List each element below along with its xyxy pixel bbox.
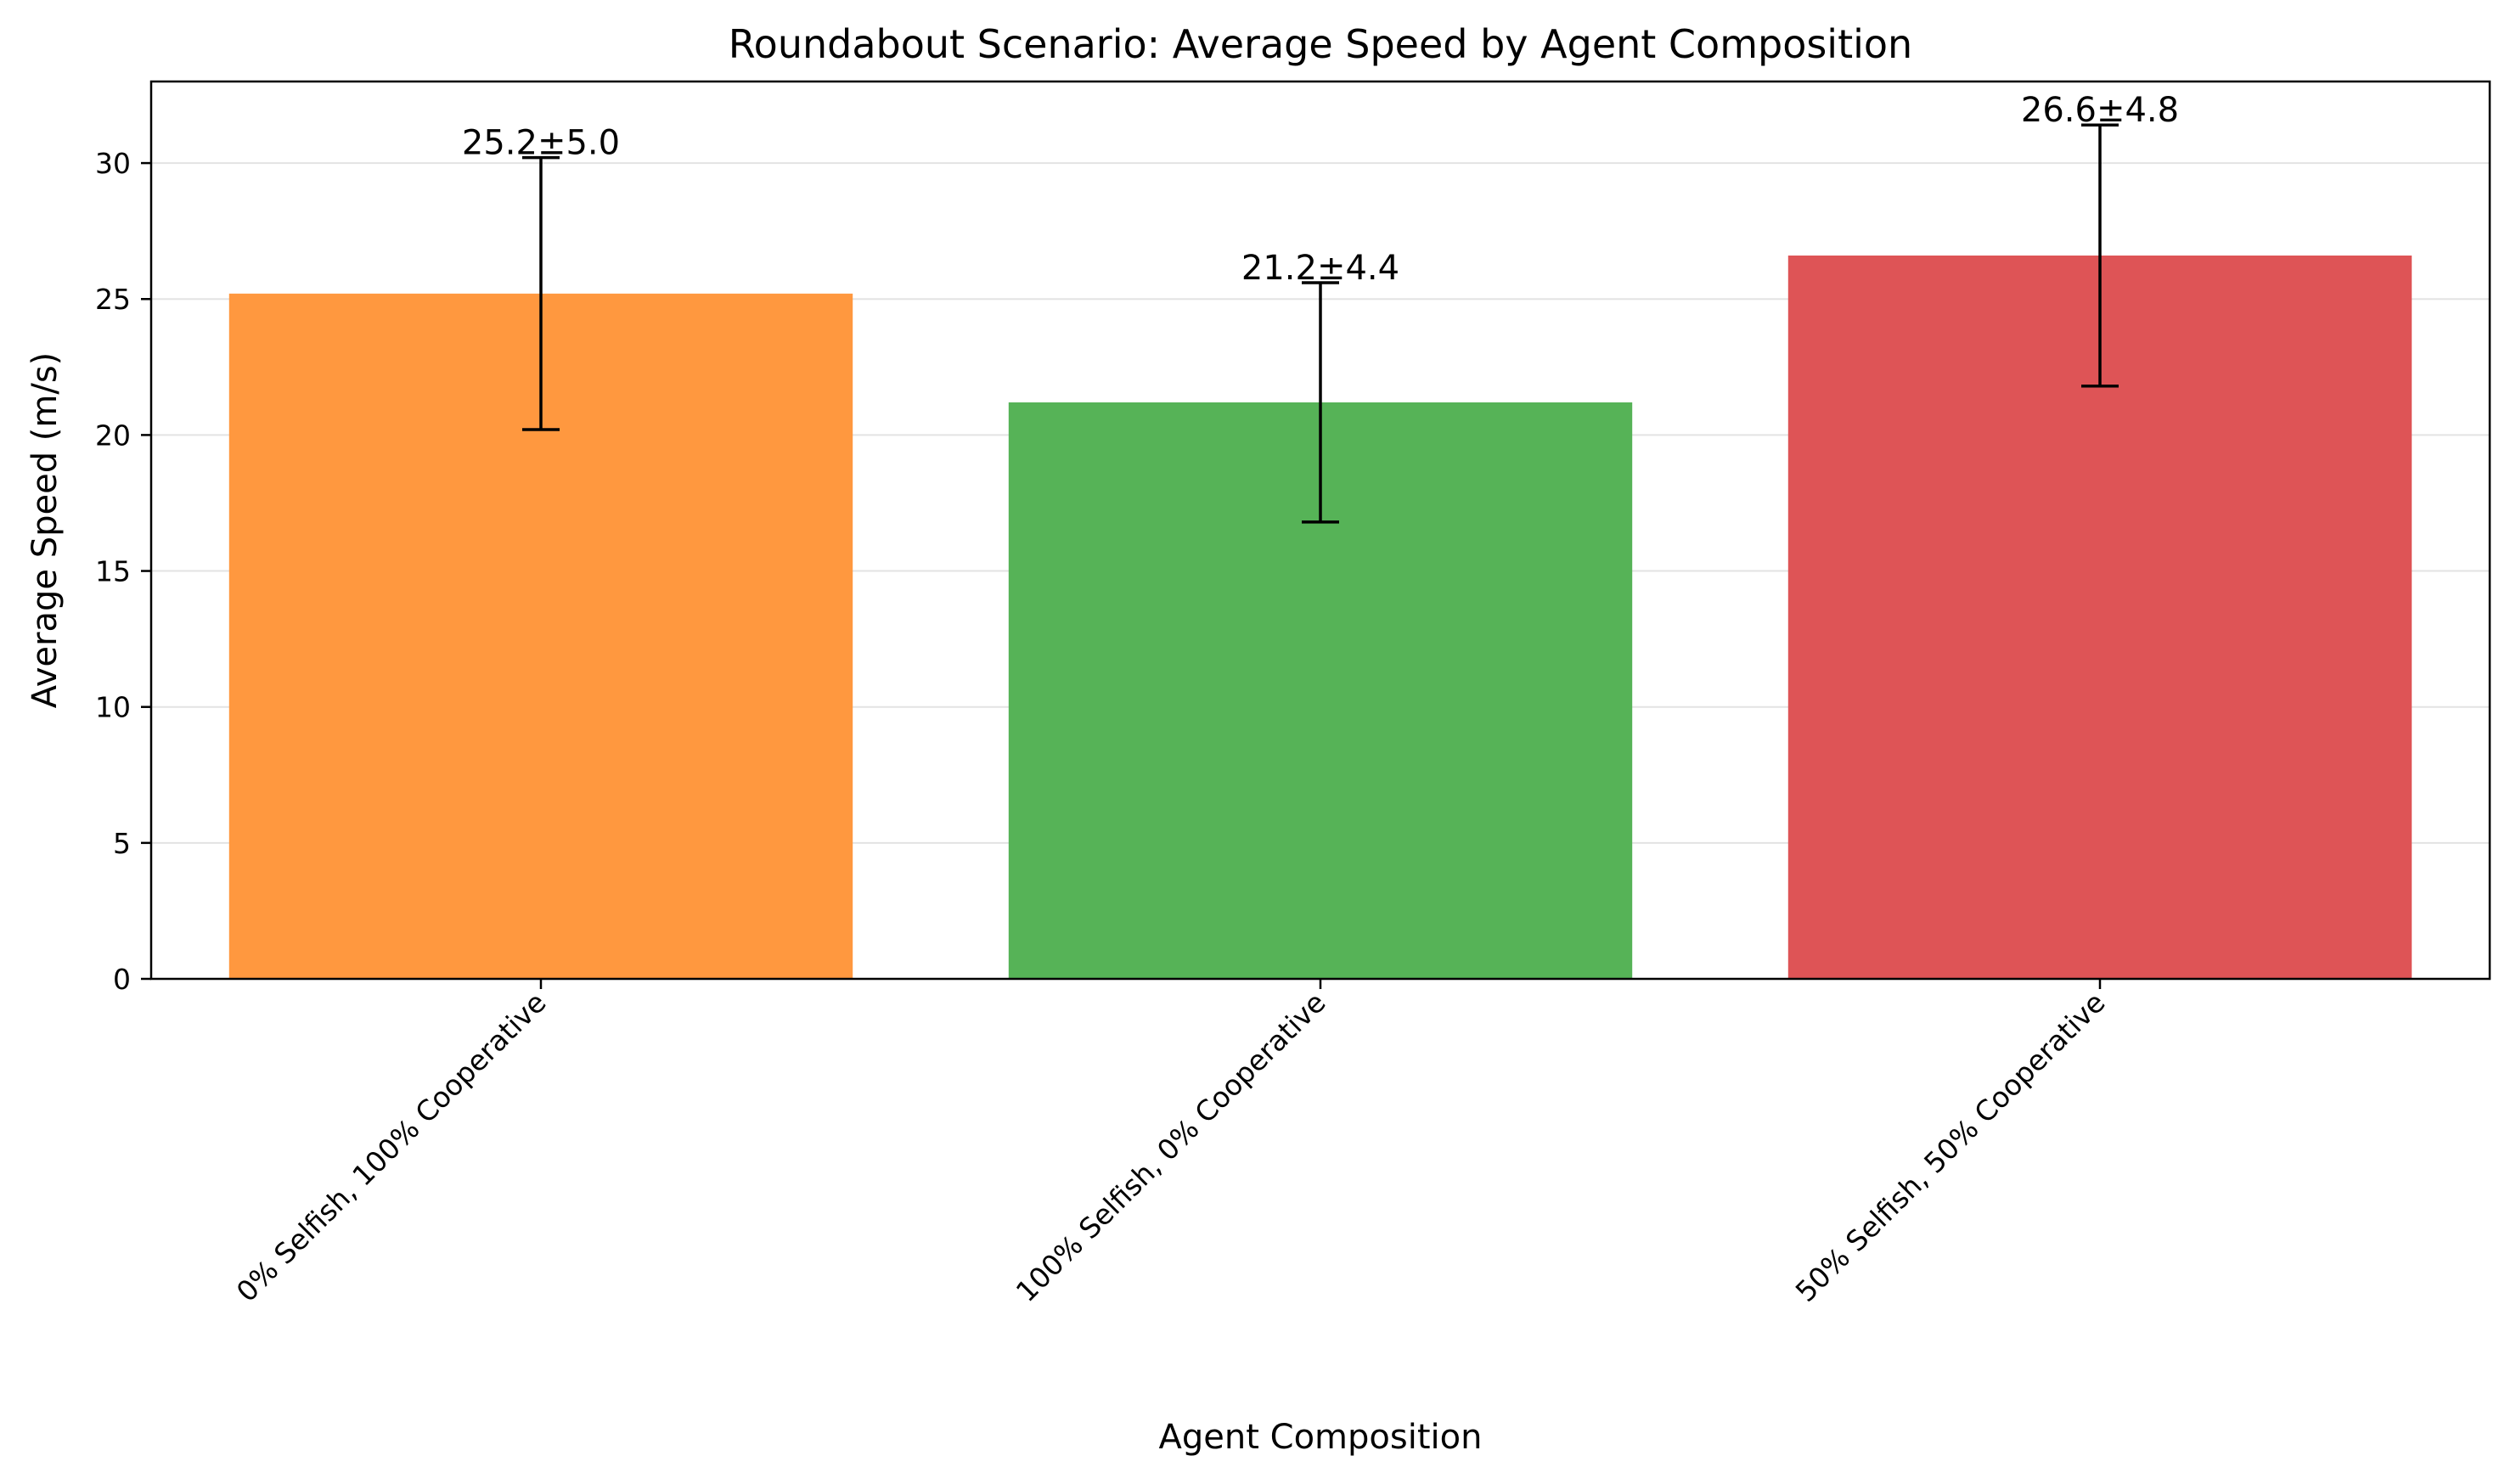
y-tick-label: 20 (95, 419, 131, 452)
y-tick-label: 5 (113, 827, 131, 860)
y-tick-label: 0 (113, 963, 131, 996)
bar-value-label: 26.6±4.8 (2021, 91, 2179, 130)
bar-value-label: 21.2±4.4 (1241, 249, 1399, 288)
x-tick-label: 0% Selfish, 100% Cooperative (230, 986, 553, 1308)
y-axis-label: Average Speed (m/s) (25, 352, 65, 709)
error-bars (522, 123, 2119, 524)
x-tick-label: 50% Selfish, 50% Cooperative (1789, 986, 2112, 1308)
error-bar (1302, 281, 1339, 524)
chart-title: Roundabout Scenario: Average Speed by Ag… (729, 21, 1912, 67)
y-tick-label: 30 (95, 147, 131, 180)
error-bar (522, 155, 560, 431)
x-axis-label: Agent Composition (1159, 1418, 1483, 1457)
error-bar (2081, 123, 2119, 388)
y-tick-label: 10 (95, 691, 131, 724)
x-axis-ticks: 0% Selfish, 100% Cooperative 100% Selfish… (230, 979, 2112, 1308)
y-tick-label: 15 (95, 555, 131, 588)
y-axis-ticks: 0 5 10 15 20 25 30 (95, 147, 151, 996)
y-tick-label: 25 (95, 283, 131, 316)
x-tick-label: 100% Selfish, 0% Cooperative (1010, 986, 1332, 1308)
bar-value-labels: 25.2±5.0 21.2±4.4 26.6±4.8 (462, 91, 2179, 288)
bar-value-label: 25.2±5.0 (462, 124, 620, 163)
